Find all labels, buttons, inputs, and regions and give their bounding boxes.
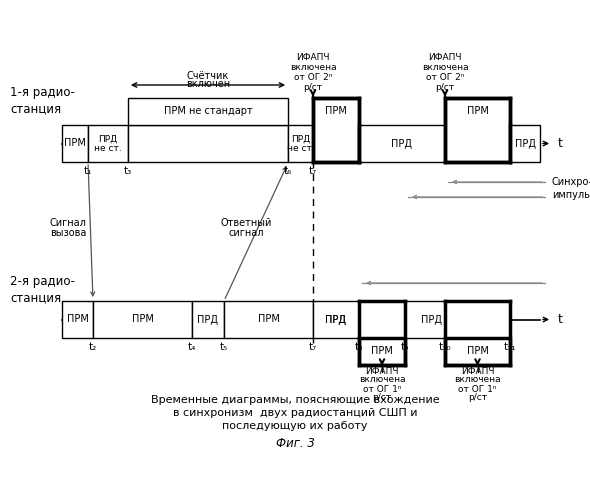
Text: включена: включена: [359, 376, 405, 384]
Text: ПРМ: ПРМ: [64, 138, 86, 148]
Text: t₇: t₇: [309, 166, 317, 176]
Text: от ОГ 1ⁿ: от ОГ 1ⁿ: [363, 384, 401, 394]
Text: t₇: t₇: [309, 342, 317, 352]
Bar: [359, 338, 405, 365]
Text: Ответный: Ответный: [220, 218, 271, 228]
Text: Синхро-: Синхро-: [552, 177, 590, 187]
Text: ПРД: ПРД: [326, 314, 346, 324]
Text: ИФАПЧ: ИФАПЧ: [461, 366, 494, 376]
Text: Временные диаграммы, поясняющие вхождение: Временные диаграммы, поясняющие вхождени…: [150, 395, 440, 405]
Text: включена: включена: [290, 64, 336, 72]
Text: р/ст: р/ст: [372, 394, 392, 402]
Text: р/ст: р/ст: [303, 84, 323, 92]
Text: ПРД: ПРД: [514, 138, 536, 148]
Text: 2-я радио-
станция: 2-я радио- станция: [10, 274, 75, 304]
Text: ПРМ: ПРМ: [325, 106, 347, 117]
Text: ПРМ: ПРМ: [467, 346, 489, 356]
Text: ПРД: ПРД: [198, 314, 218, 324]
Bar: [88, 125, 128, 162]
Text: ПРМ: ПРМ: [467, 106, 489, 117]
Bar: [405, 301, 510, 338]
Text: включена: включена: [422, 64, 468, 72]
Bar: [192, 301, 224, 338]
Text: Фиг. 3: Фиг. 3: [276, 437, 314, 450]
Text: t₈: t₈: [355, 342, 363, 352]
Bar: [128, 98, 288, 125]
Text: ПРМ: ПРМ: [371, 346, 393, 356]
Bar: [445, 98, 510, 162]
Bar: [62, 301, 93, 338]
Text: t₂: t₂: [89, 342, 97, 352]
Text: 1-я радио-
станция: 1-я радио- станция: [10, 86, 75, 116]
Text: от ОГ 2ⁿ: от ОГ 2ⁿ: [294, 74, 332, 82]
Text: р/ст: р/ст: [468, 394, 487, 402]
Text: не ст.: не ст.: [94, 144, 122, 153]
Text: t₁₁: t₁₁: [504, 342, 516, 352]
Text: от ОГ 2ⁿ: от ОГ 2ⁿ: [426, 74, 464, 82]
Text: ПРМ не стандарт: ПРМ не стандарт: [163, 106, 253, 117]
Bar: [62, 125, 88, 162]
Bar: [288, 125, 313, 162]
Text: t₉: t₉: [401, 342, 409, 352]
Text: ПРД: ПРД: [421, 314, 442, 324]
Text: ПРД: ПРД: [291, 135, 310, 144]
Text: ПРД: ПРД: [326, 314, 346, 324]
Text: включена: включена: [454, 376, 501, 384]
Bar: [224, 301, 313, 338]
Text: t₃: t₃: [124, 166, 132, 176]
Text: Сигнал: Сигнал: [50, 218, 87, 228]
Text: t₅: t₅: [220, 342, 228, 352]
Text: сигнал: сигнал: [228, 228, 264, 238]
Text: ИФАПЧ: ИФАПЧ: [365, 366, 399, 376]
Text: последующую их работу: последующую их работу: [222, 421, 368, 431]
Bar: [359, 125, 445, 162]
Bar: [128, 125, 288, 162]
Text: t₆: t₆: [284, 166, 292, 176]
Text: ПРМ: ПРМ: [67, 314, 88, 324]
Text: ПРМ: ПРМ: [132, 314, 153, 324]
Text: ПРД: ПРД: [392, 138, 412, 148]
Bar: [510, 125, 540, 162]
Bar: [93, 301, 192, 338]
Text: t₁: t₁: [84, 166, 92, 176]
Text: не ст.: не ст.: [287, 144, 314, 153]
Text: t₁₀: t₁₀: [439, 342, 451, 352]
Text: ПРМ: ПРМ: [258, 314, 280, 324]
Bar: [313, 98, 359, 162]
Bar: [445, 338, 510, 365]
Text: р/ст: р/ст: [435, 84, 454, 92]
Text: t: t: [558, 137, 563, 150]
Text: вызова: вызова: [50, 228, 86, 238]
Text: включен: включен: [186, 79, 230, 89]
Text: ИФАПЧ: ИФАПЧ: [428, 54, 462, 62]
Text: ПРД: ПРД: [99, 135, 117, 144]
Text: от ОГ 1ⁿ: от ОГ 1ⁿ: [458, 384, 497, 394]
Bar: [313, 301, 405, 338]
Text: ИФАПЧ: ИФАПЧ: [296, 54, 330, 62]
Text: импульсы: импульсы: [552, 190, 590, 200]
Text: t: t: [558, 313, 563, 326]
Text: Счётчик: Счётчик: [187, 71, 229, 81]
Text: t₄: t₄: [188, 342, 196, 352]
Text: в синхронизм  двух радиостанций СШП и: в синхронизм двух радиостанций СШП и: [173, 408, 417, 418]
